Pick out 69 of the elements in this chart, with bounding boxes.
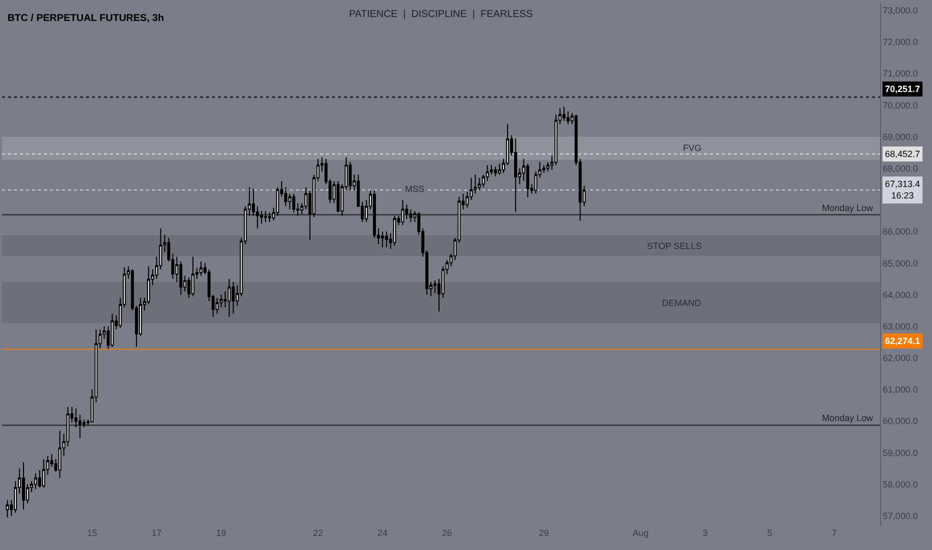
candlestick [228,278,231,318]
y-tick-label: 57,000.0 [882,511,918,522]
band-label: FVG [683,143,702,153]
y-tick-label: 66,000.0 [882,226,918,237]
candlestick [498,163,501,176]
candlestick [542,164,546,174]
x-tick-label: 15 [87,528,98,538]
candlestick [58,430,62,478]
candlestick [264,210,268,223]
candlestick [232,282,235,314]
candlestick [494,166,497,177]
y-tick-label: 63,000.0 [882,321,918,332]
x-tick-label: Aug [632,528,649,538]
candlestick [562,106,566,122]
candlestick [6,500,9,518]
y-tick-label: 59,000.0 [882,448,918,458]
y-tick-label: 73,000.0 [882,5,918,16]
ref-line-label: 70,251.7 [885,84,920,94]
y-tick-label: 72,000.0 [882,37,918,48]
candlestick [566,110,570,125]
candlestick [393,215,396,246]
y-tick-label: 61,000.0 [882,384,918,395]
x-tick-label: 7 [832,528,837,538]
y-tick-label: 60,000.0 [882,416,918,426]
candlestick [110,313,114,348]
candlestick [385,231,388,248]
x-tick-label: 29 [538,528,549,538]
candlestick [34,472,38,490]
x-tick-label: 3 [702,528,708,538]
candlestick [216,297,219,314]
ref-line-label: Monday Low [822,203,874,213]
x-tick-label: 24 [378,528,388,538]
candlestick [526,163,530,198]
band-label: STOP SELLS [647,241,702,251]
candlestick [478,177,481,191]
ref-line-label: 62,274.1 [885,336,920,346]
annotation: MSS [405,184,425,194]
band-label: DEMAND [662,298,702,308]
text: PATIENCE | DISCIPLINE | FEARLESS [349,9,534,20]
y-tick-label: 58,000.0 [882,479,918,490]
candlestick [292,193,296,214]
y-tick-label: 65,000.0 [882,258,918,268]
candlestick [260,210,263,224]
candlestick [336,180,340,214]
ref-line-label: 67,313.4 16:23 [885,179,920,201]
y-tick-label: 71,000.0 [882,68,918,79]
x-tick-label: 22 [312,528,323,538]
y-tick-label: 69,000.0 [882,132,918,142]
candlestick [381,231,384,248]
candlestick [191,256,194,297]
ref-line-label: 68,452.7 [885,149,920,159]
candlestick [22,462,25,510]
candlestick [268,212,272,223]
candlestick [200,261,202,276]
candlestick [179,261,182,296]
x-tick-label: 19 [216,528,226,538]
text: BTC / PERPETUAL FUTURES, 3h [7,12,164,24]
y-tick-label: 70,000.0 [882,100,918,110]
x-tick-label: 17 [152,528,162,538]
candlestick [401,199,404,226]
candlestick [409,208,412,223]
y-tick-label: 68,000.0 [882,163,918,174]
candlestick [42,458,46,488]
x-tick-label: 26 [442,528,452,538]
ref-line-label: Monday Low [822,413,874,423]
x-tick-label: 5 [767,528,772,538]
y-tick-label: 64,000.0 [882,290,918,300]
y-tick-label: 62,000.0 [882,353,918,364]
candlestick [514,138,518,212]
